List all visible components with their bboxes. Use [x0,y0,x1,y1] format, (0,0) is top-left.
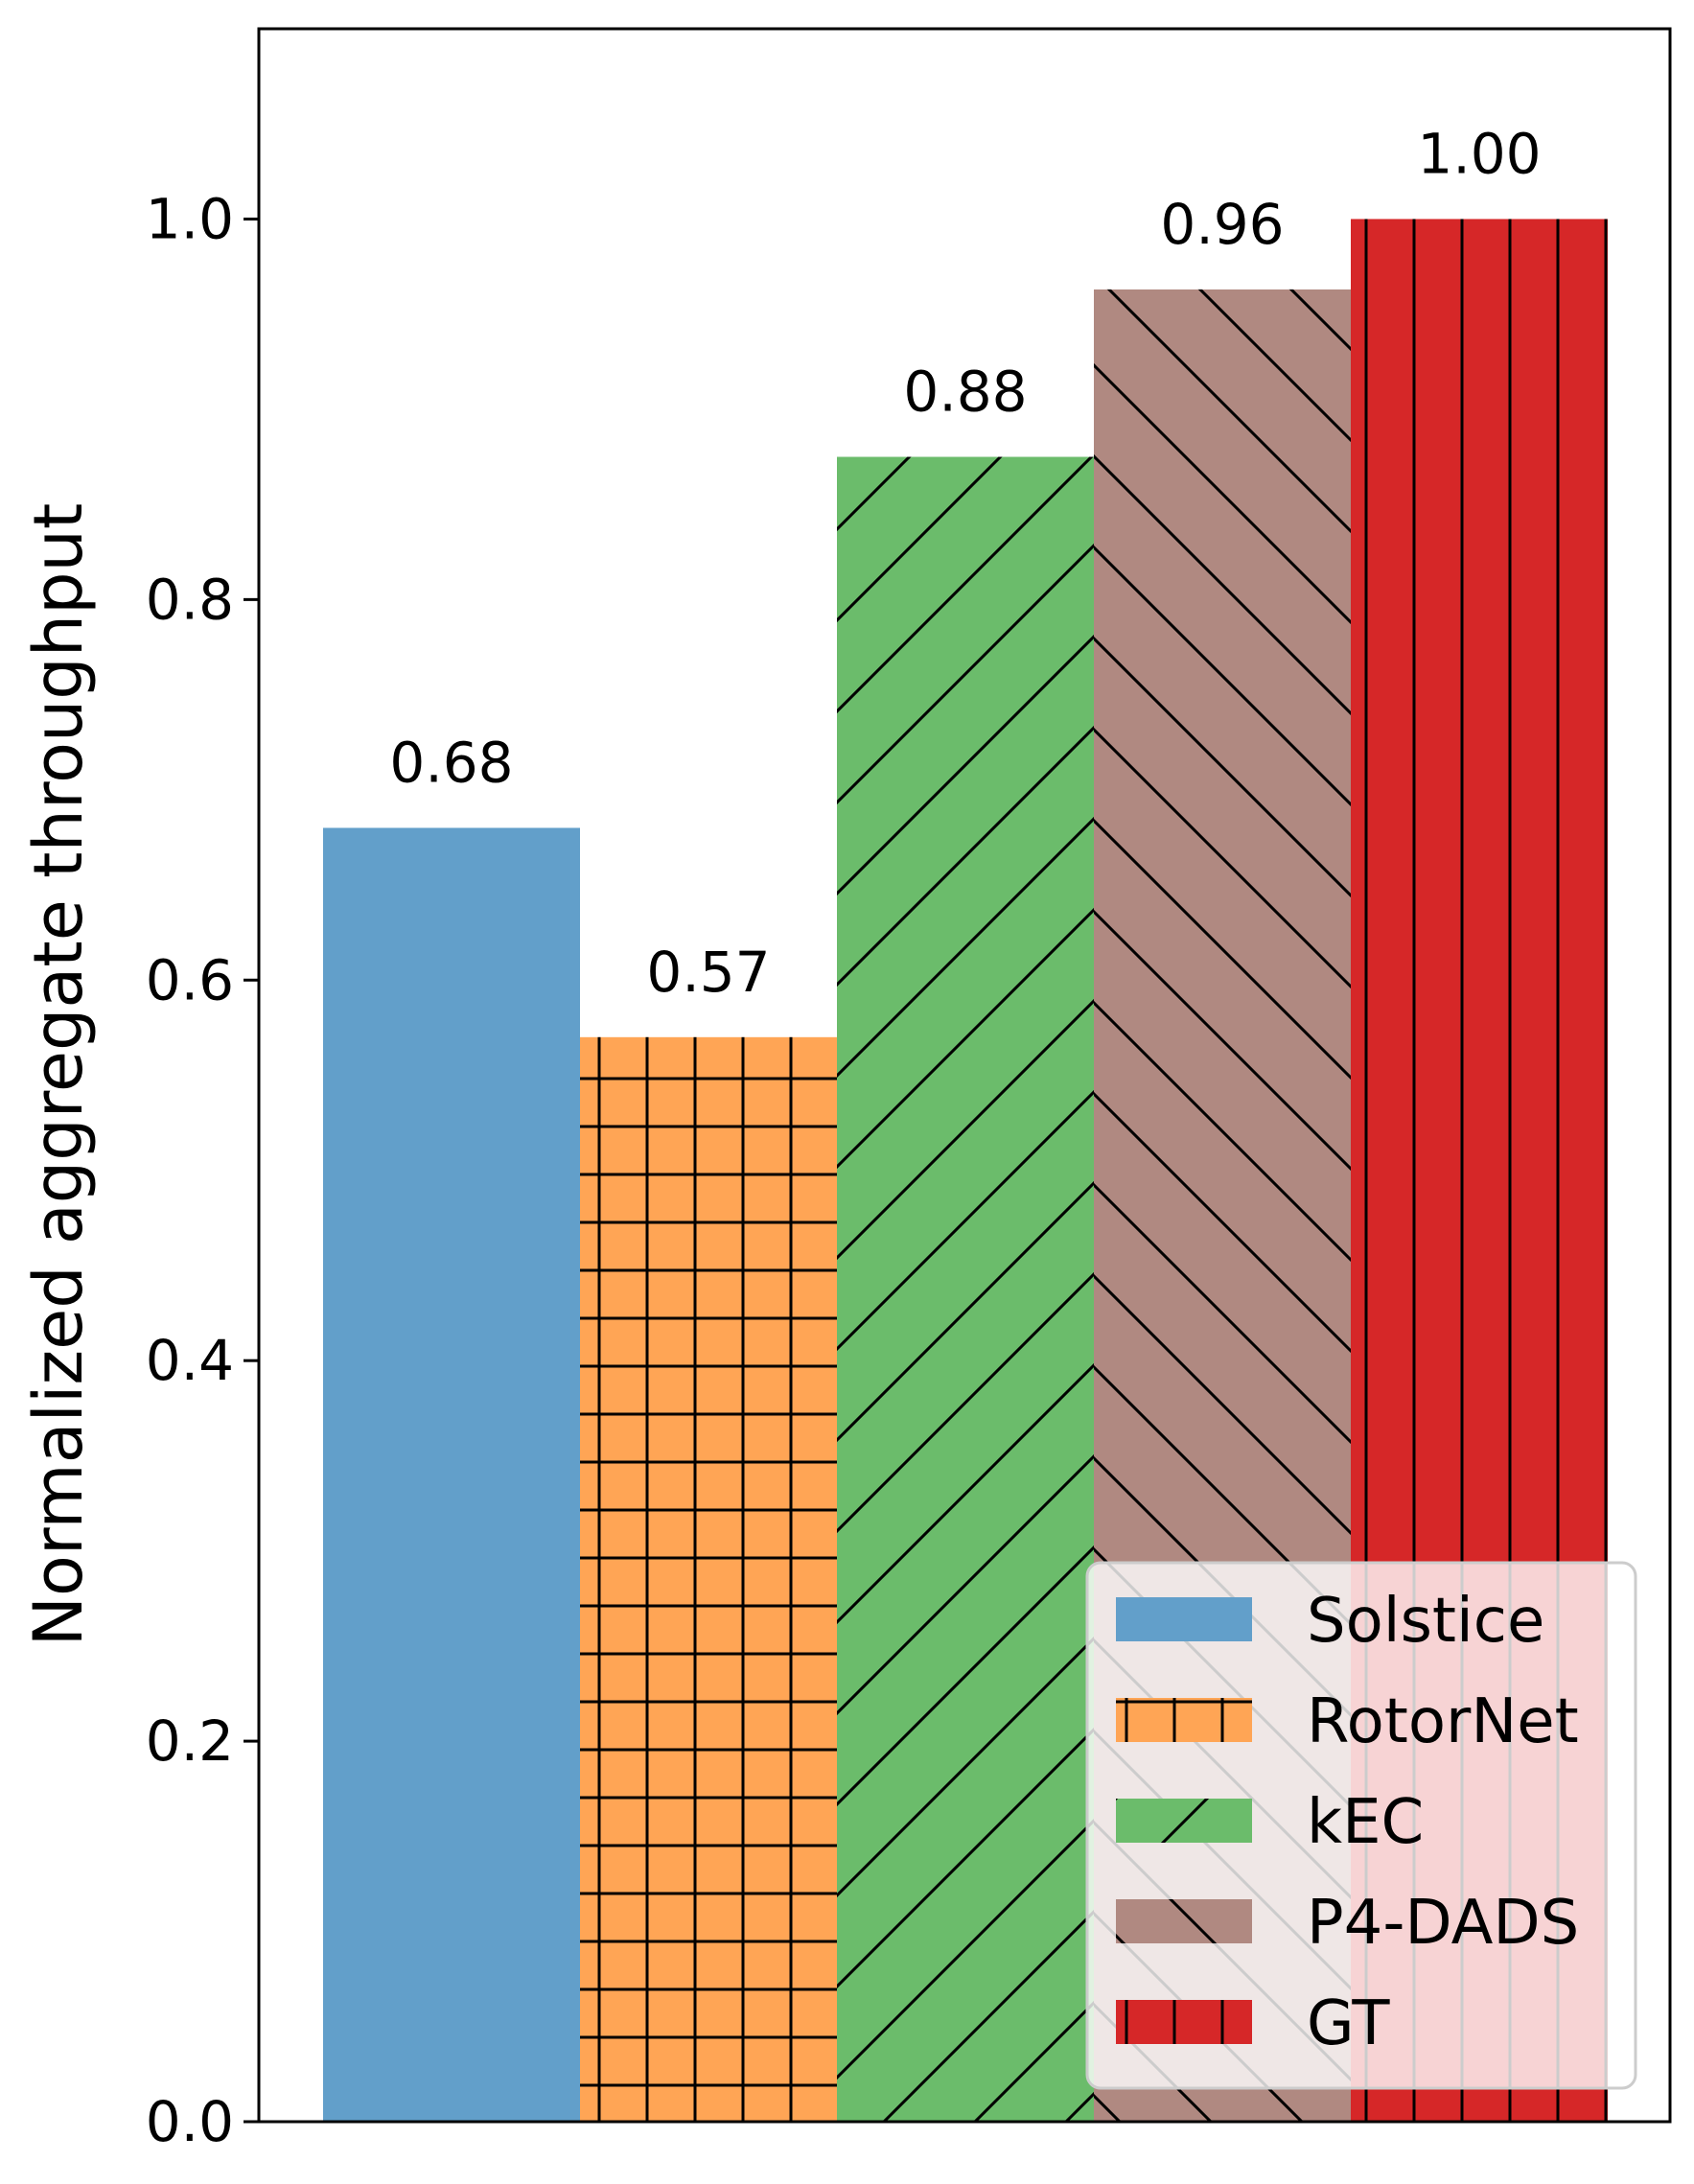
bar-value-label-rotornet: 0.57 [646,940,770,1005]
legend-label-gt: GT [1307,1988,1390,2059]
y-tick-label: 0.8 [146,567,234,632]
y-axis: 0.0 0.2 0.4 0.6 0.8 1.0 [146,186,259,2154]
legend-label-p4-dads: P4-DADS [1307,1888,1579,1959]
legend-swatch-hatch-rotornet [1116,1698,1252,1742]
legend-swatch-hatch-kec [1116,1799,1252,1843]
y-tick-label: 0.6 [146,947,234,1012]
bar-hatch-kec [837,456,1094,2123]
legend-swatch-hatch-p4-dads [1116,1899,1252,1943]
bar-value-label-p4-dads: 0.96 [1160,192,1284,257]
legend-label-kec: kEC [1307,1787,1424,1858]
bar-value-label-solstice: 0.68 [389,731,513,796]
legend-label-solstice: Solstice [1307,1586,1544,1657]
y-tick-label: 0.2 [146,1708,234,1774]
bar-hatch-rotornet [580,1036,837,2122]
y-tick-label: 1.0 [146,186,234,251]
legend-label-rotornet: RotorNet [1307,1686,1579,1757]
legend-swatch-hatch-gt [1116,2000,1252,2044]
legend-swatch-solstice [1116,1597,1252,1641]
bar-value-label-gt: 1.00 [1417,121,1541,186]
legend: Solstice RotorNet kEC P4-DADS GT [1085,1561,1637,2090]
bar-solstice [323,827,580,2123]
legend-box [1085,1561,1637,2090]
bar-value-label-kec: 0.88 [903,360,1027,425]
plot-frame [257,27,1672,2124]
bar-labels-group: 0.68 0.57 0.88 0.96 1.00 [389,121,1541,1004]
y-axis-label: Normalized aggregate throughput [19,503,98,1647]
y-tick-label: 0.4 [146,1328,234,1393]
y-tick-label: 0.0 [146,2089,234,2154]
